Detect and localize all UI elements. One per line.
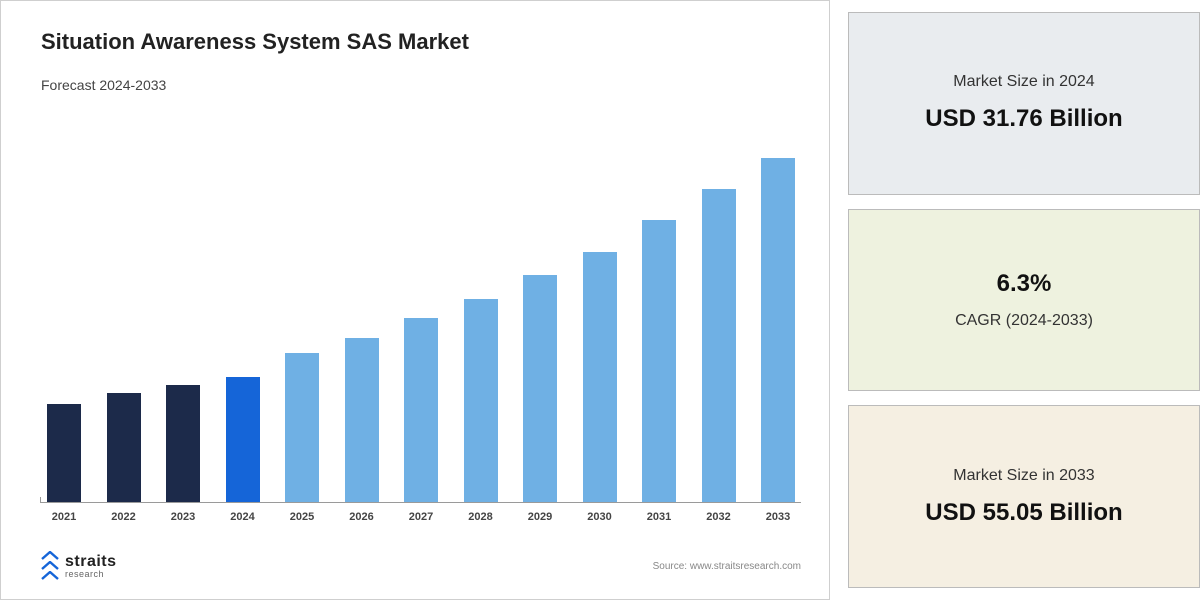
bar-2031 [642,220,676,502]
bar-2024 [226,377,260,502]
bar-2033 [761,158,795,502]
bar-2028 [464,299,498,502]
chart-title: Situation Awareness System SAS Market [41,29,801,55]
x-tick: 2023 [166,511,200,523]
bar-2032 [702,189,736,502]
bar-2026 [345,338,379,502]
card-value: USD 55.05 Billion [925,499,1122,527]
plot-wrap: 2021 2022 2023 2024 2025 2026 2027 2028 2029 2030… [41,111,801,523]
brand-text: straits research [65,553,117,579]
card-label: CAGR (2024-2033) [955,312,1093,330]
card-value: 6.3% [997,270,1052,298]
x-tick: 2032 [702,511,736,523]
x-tick: 2033 [761,511,795,523]
source-text: Source: www.straitsresearch.com [653,561,801,572]
bar-2027 [404,318,438,502]
bar-2029 [523,275,557,502]
bar-2023 [166,385,200,502]
plot-area [41,111,801,503]
chart-footer: straits research Source: www.straitsrese… [41,543,801,589]
x-tick: 2024 [226,511,260,523]
bar-2025 [285,353,319,502]
x-tick: 2022 [107,511,141,523]
x-tick: 2026 [345,511,379,523]
chart-subtitle: Forecast 2024-2033 [41,77,801,93]
bar-2021 [47,404,81,502]
x-tick: 2027 [404,511,438,523]
card-market-size-2024: Market Size in 2024 USD 31.76 Billion [848,12,1200,195]
side-panels: Market Size in 2024 USD 31.76 Billion 6.… [830,0,1200,600]
card-label: Market Size in 2024 [953,73,1094,91]
x-tick: 2029 [523,511,557,523]
card-market-size-2033: Market Size in 2033 USD 55.05 Billion [848,405,1200,588]
x-tick: 2025 [285,511,319,523]
x-tick: 2021 [47,511,81,523]
axis-origin-tick [40,497,41,503]
card-cagr: 6.3% CAGR (2024-2033) [848,209,1200,392]
x-axis: 2021 2022 2023 2024 2025 2026 2027 2028 2029 2030… [41,503,801,523]
card-value: USD 31.76 Billion [925,105,1122,133]
card-label: Market Size in 2033 [953,467,1094,485]
x-tick: 2031 [642,511,676,523]
bar-2022 [107,393,141,502]
brand-chevrons-icon [41,551,59,581]
brand-logo: straits research [41,551,117,581]
x-tick: 2028 [464,511,498,523]
chart-panel: Situation Awareness System SAS Market Fo… [0,0,830,600]
x-tick: 2030 [583,511,617,523]
bar-2030 [583,252,617,502]
